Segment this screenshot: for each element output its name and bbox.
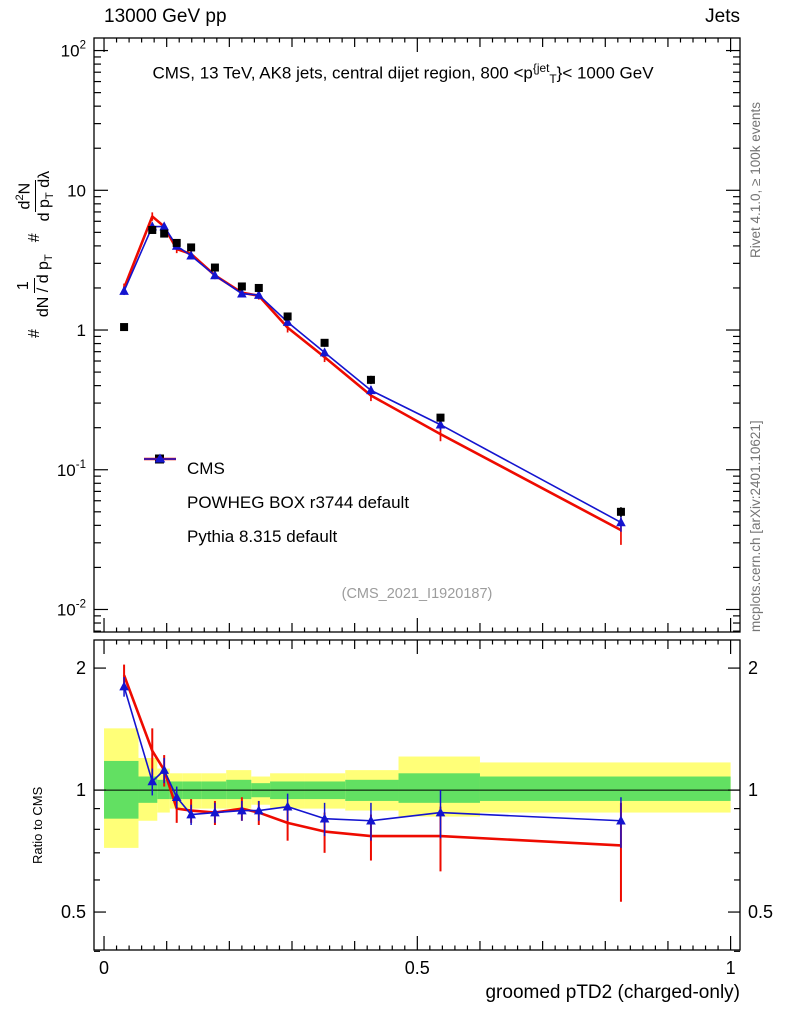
legend-item-powheg: POWHEG BOX r3744 default (142, 457, 410, 520)
cms-data-point (187, 243, 196, 252)
pythia-data-point (282, 801, 293, 811)
pythia-data-point (159, 764, 169, 774)
cms-series-main (120, 225, 625, 517)
cms-data-point (320, 338, 329, 347)
stat-uncertainty-band-bin (157, 779, 170, 800)
rivet-version-note: Rivet 4.1.0, ≥ 100k events (748, 102, 763, 258)
beam-energy-label: 13000 GeV pp (104, 6, 227, 27)
pythia-data-point (171, 792, 182, 802)
ylabel-frac2-denominator: d pT dλ (35, 170, 56, 222)
cms-data-point (120, 323, 129, 332)
legend: CMS POWHEG BOX r3744 default Pythia 8.31… (142, 452, 409, 554)
ylabel-fraction-2: d2N d pT dλ (14, 168, 57, 224)
pythia-data-point (237, 805, 247, 815)
pythia-data-point (616, 517, 626, 527)
pythia-data-point (253, 289, 264, 299)
y-axis-title: # 1 dN / d pT # d2N d pT dλ (14, 168, 57, 338)
pythia-data-point (435, 419, 446, 429)
cms-data-point (436, 413, 445, 422)
analysis-id-watermark: (CMS_2021_I1920187) (341, 586, 493, 602)
x-tick-label: 0 (99, 958, 109, 978)
y-ratio-tick-label-right: 0.5 (748, 902, 773, 922)
pythia-data-point (282, 316, 293, 326)
pythia-data-point (319, 347, 330, 357)
pythia-data-point (186, 250, 196, 260)
stat-uncertainty-band-bin (479, 776, 731, 801)
ratio-axis-title: Ratio to CMS (30, 786, 45, 864)
legend-label-pythia: Pythia 8.315 default (187, 527, 338, 546)
y-ratio-tick-label-left: 1 (76, 780, 86, 800)
ylabel-frac1-denominator: dN / d pT (34, 254, 55, 318)
pythia-data-point (119, 681, 129, 691)
stat-uncertainty-band-bin (398, 773, 480, 803)
plot-title: CMS, 13 TeV, AK8 jets, central dijet reg… (152, 61, 654, 87)
pythia-data-point (119, 285, 129, 295)
pythia-data-point (366, 815, 376, 825)
pythia-data-point (366, 385, 376, 395)
y-main-tick-label: 10 (67, 181, 86, 200)
cms-data-point (237, 282, 246, 291)
mcplots-reference-note: mcplots.cern.ch [arXiv:2401.10621] (748, 420, 763, 632)
cms-data-point (160, 229, 169, 238)
pythia-data-point (616, 815, 626, 825)
pythia-data-point (210, 807, 220, 817)
legend-label-powheg: POWHEG BOX r3744 default (187, 493, 410, 512)
x-axis-title: groomed pTD2 (charged-only) (485, 982, 740, 1003)
ratio-panel-frame (93, 639, 741, 951)
pythia-data-point (435, 807, 446, 817)
pythia-data-point (159, 221, 169, 231)
cms-data-point (210, 263, 219, 272)
pythia-data-point (237, 288, 247, 298)
ylabel-frac1-numerator: 1 (15, 278, 35, 294)
cms-data-point (616, 507, 625, 516)
stat-uncertainty-band-bin (226, 779, 252, 800)
uncertainty-bands (104, 728, 731, 848)
y-main-tick-label: 10-1 (57, 459, 86, 480)
pythia-series-ratio (119, 677, 626, 848)
y-main-tick-label: 102 (61, 40, 86, 61)
pythia-data-point (186, 809, 196, 819)
pythia-data-point (253, 805, 264, 815)
legend-item-pythia: Pythia 8.315 default (142, 453, 409, 554)
ylabel-hash-2: # (26, 233, 44, 243)
cms-data-point (148, 225, 157, 234)
process-label: Jets (705, 6, 740, 27)
cms-data-point (172, 238, 181, 247)
main-panel-frame (93, 37, 741, 633)
y-ratio-tick-label-right: 1 (748, 780, 758, 800)
pythia-data-point (319, 813, 330, 823)
axis-tick-labels: 102 10 1 10-1 10-2 2 2 1 1 0.5 0.5 0 0.5 1 (57, 40, 773, 978)
ylabel-fraction-1: 1 dN / d pT (15, 251, 55, 320)
y-main-tick-label: 1 (77, 321, 86, 340)
cms-data-point (254, 283, 263, 292)
pythia-data-point (210, 270, 220, 280)
y-ratio-tick-label-right: 2 (748, 658, 758, 678)
x-tick-label: 1 (726, 958, 736, 978)
cms-data-point (283, 312, 292, 321)
ylabel-hash-1: # (26, 329, 44, 338)
legend-item-cms: CMS (142, 452, 409, 486)
y-ratio-tick-label-left: 0.5 (61, 902, 86, 922)
x-tick-label: 0.5 (405, 958, 430, 978)
ylabel-frac2-numerator: d2N (14, 179, 36, 213)
axis-ticks (94, 38, 740, 952)
cms-data-point (366, 375, 375, 384)
y-ratio-tick-label-left: 2 (76, 658, 86, 678)
legend-label-cms: CMS (187, 459, 225, 478)
pythia-series-main (119, 221, 626, 532)
y-main-tick-label: 10-2 (57, 598, 86, 619)
pythia-data-point (147, 776, 158, 786)
